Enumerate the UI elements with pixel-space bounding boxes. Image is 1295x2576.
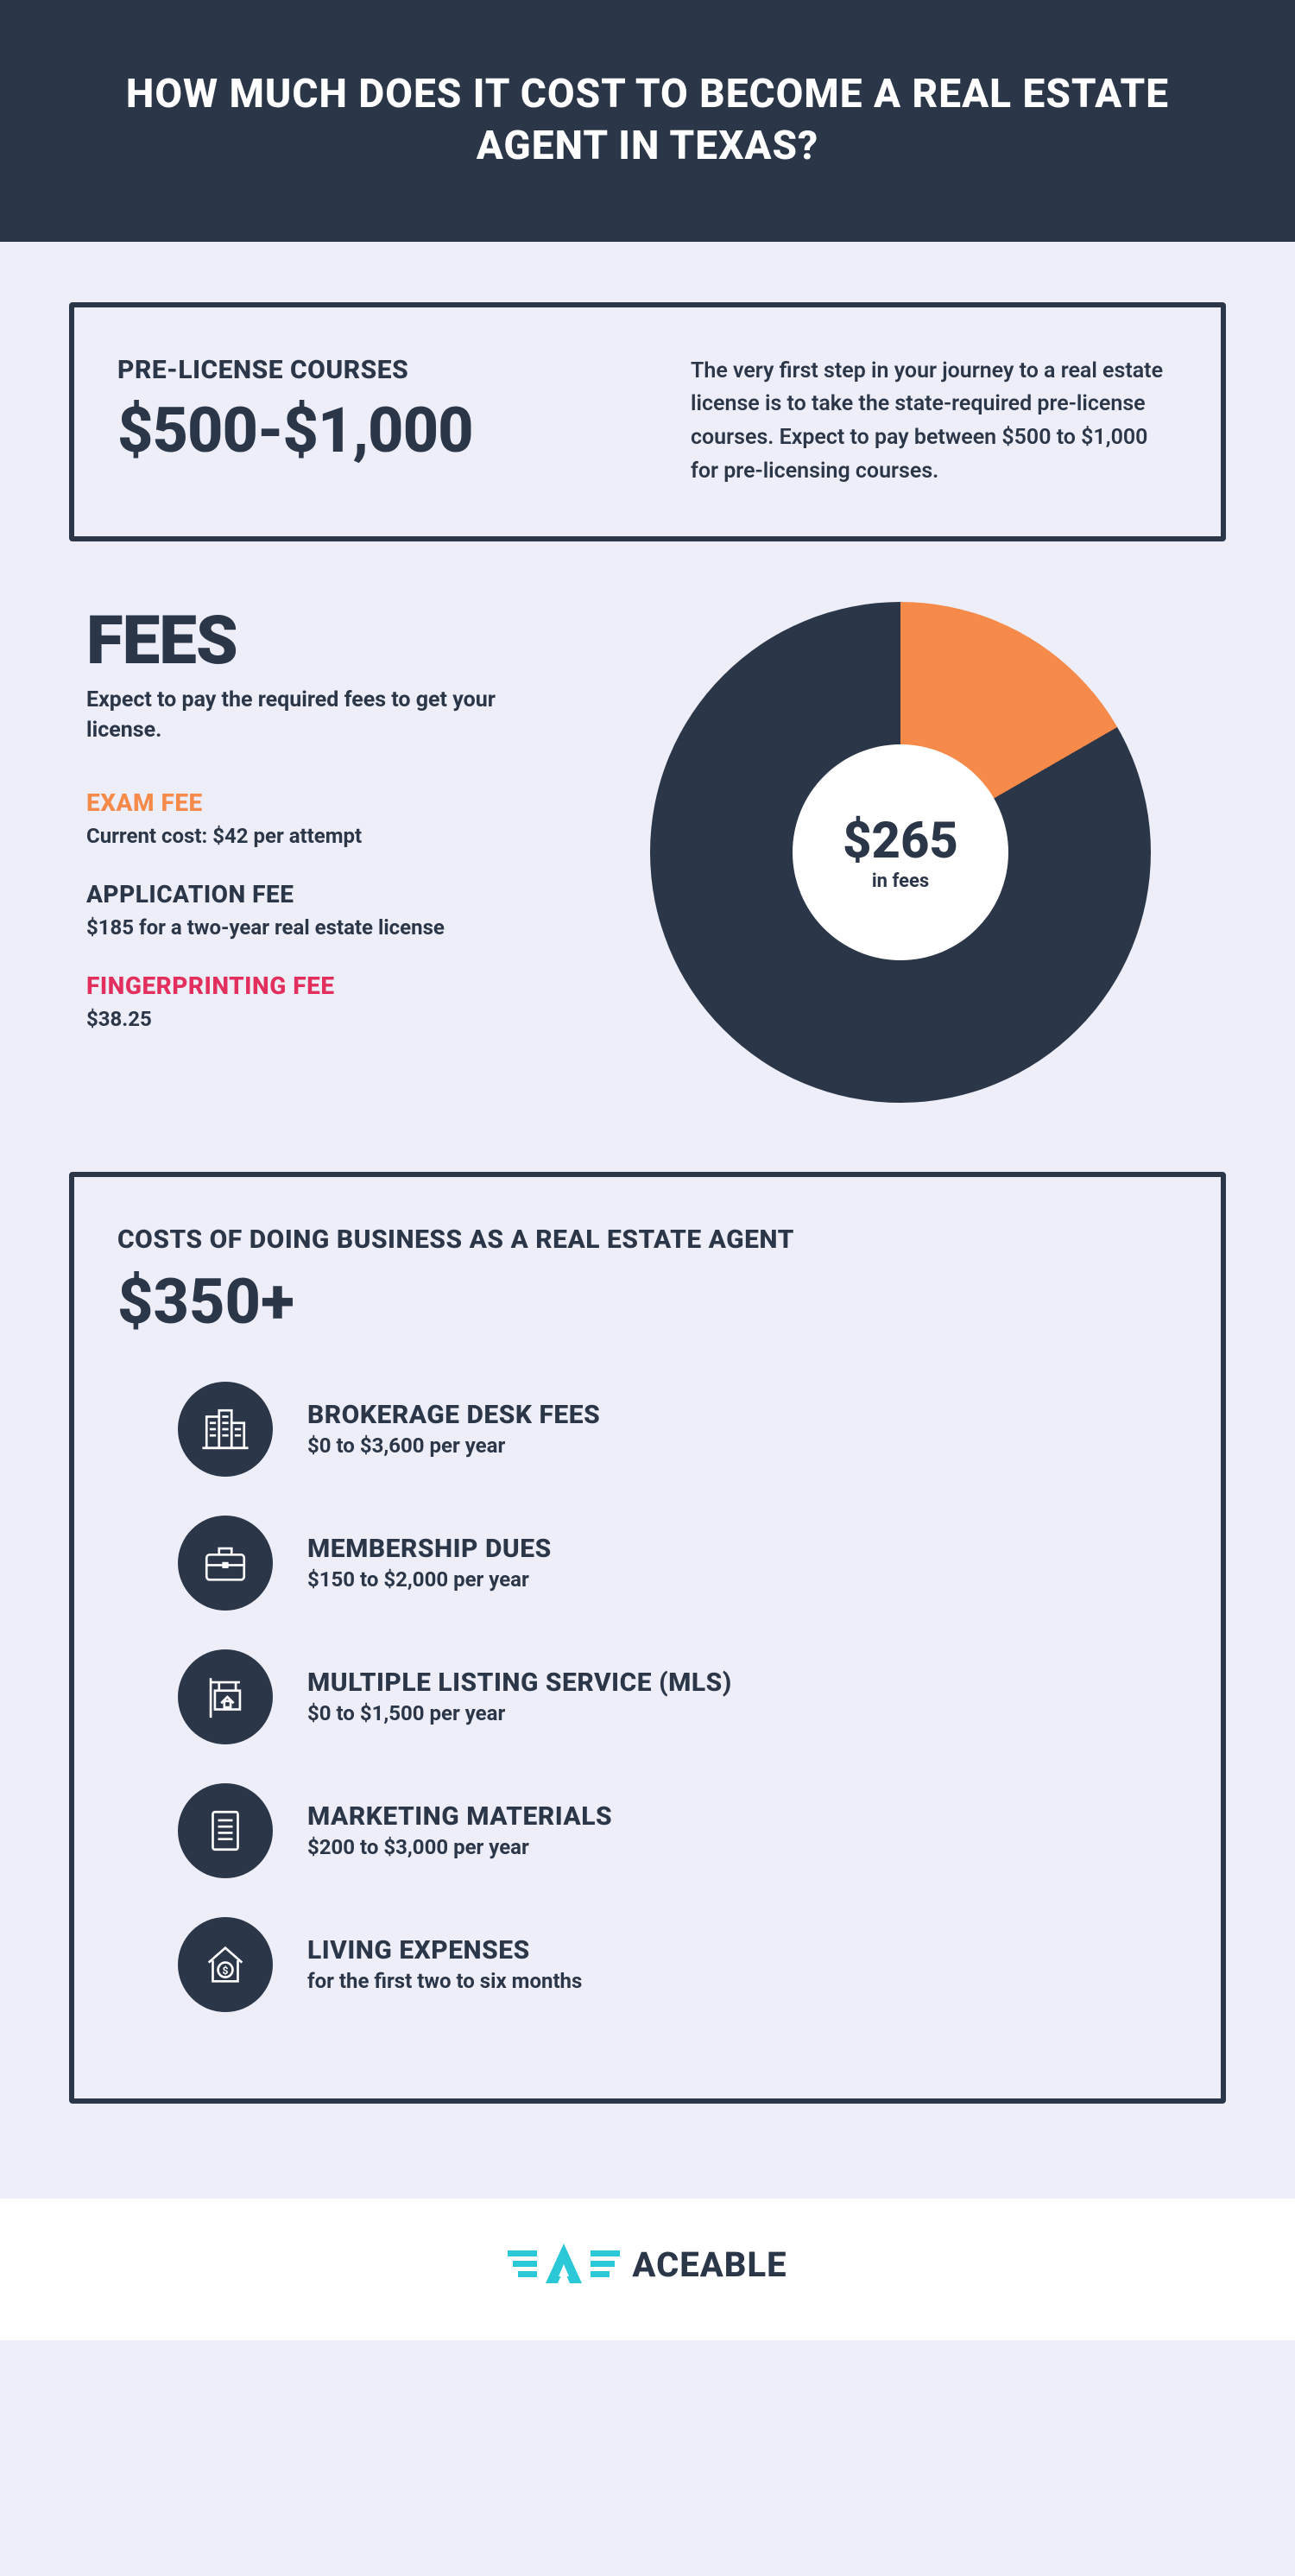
business-item-desc: $200 to $3,000 per year [307,1835,612,1859]
business-item: BROKERAGE DESK FEES $0 to $3,600 per year [178,1382,1178,1477]
business-item-desc: $0 to $3,600 per year [307,1434,600,1458]
footer: ACEABLE [0,2199,1295,2340]
prelicense-label: PRE-LICENSE COURSES [117,355,648,385]
brand-name: ACEABLE [632,2244,786,2285]
donut-amount: $265 [843,812,958,870]
fee-label: EXAM FEE [86,788,558,817]
page-title: HOW MUCH DOES IT COST TO BECOME A REAL E… [86,69,1209,173]
sign-icon [178,1649,273,1744]
content: PRE-LICENSE COURSES $500-$1,000 The very… [0,242,1295,2199]
svg-text:$: $ [223,1964,229,1976]
fee-item-fingerprint: FINGERPRINTING FEE $38.25 [86,972,558,1033]
donut-chart: $265 in fees [592,602,1209,1103]
building-icon [178,1382,273,1477]
business-item: MEMBERSHIP DUES $150 to $2,000 per year [178,1516,1178,1611]
fees-subtitle: Expect to pay the required fees to get y… [86,685,558,745]
house-dollar-icon: $ [178,1917,273,2012]
business-item-label: LIVING EXPENSES [307,1935,582,1965]
prelicense-amount: $500-$1,000 [117,394,648,467]
fee-desc: Current cost: $42 per attempt [86,822,558,850]
briefcase-icon [178,1516,273,1611]
business-item: MARKETING MATERIALS $200 to $3,000 per ye… [178,1783,1178,1878]
logo-icon [508,2242,620,2288]
fee-item-exam: EXAM FEE Current cost: $42 per attempt [86,788,558,850]
donut-center: $265 in fees [793,744,1008,960]
business-item: MULTIPLE LISTING SERVICE (MLS) $0 to $1,5… [178,1649,1178,1744]
business-item-desc: for the first two to six months [307,1969,582,1993]
fee-desc: $185 for a two-year real estate license [86,914,558,941]
fee-item-application: APPLICATION FEE $185 for a two-year real… [86,880,558,941]
business-item-label: MARKETING MATERIALS [307,1801,612,1832]
prelicense-box: PRE-LICENSE COURSES $500-$1,000 The very… [69,302,1226,541]
fee-desc: $38.25 [86,1005,558,1033]
business-label: COSTS OF DOING BUSINESS AS A REAL ESTATE… [117,1225,1178,1255]
business-item-label: MULTIPLE LISTING SERVICE (MLS) [307,1668,732,1698]
fee-label: FINGERPRINTING FEE [86,972,558,1000]
business-item-desc: $150 to $2,000 per year [307,1567,552,1592]
prelicense-desc: The very first step in your journey to a… [691,355,1178,489]
fees-section: FEES Expect to pay the required fees to … [69,602,1226,1103]
header: HOW MUCH DOES IT COST TO BECOME A REAL E… [0,0,1295,242]
business-amount: $350+ [117,1265,1178,1339]
business-item-label: MEMBERSHIP DUES [307,1534,552,1564]
business-item: $ LIVING EXPENSES for the first two to six… [178,1917,1178,2012]
fee-label: APPLICATION FEE [86,880,558,908]
document-icon [178,1783,273,1878]
business-box: COSTS OF DOING BUSINESS AS A REAL ESTATE… [69,1172,1226,2104]
fees-title: FEES [86,602,558,680]
business-list: BROKERAGE DESK FEES $0 to $3,600 per year… [117,1382,1178,2012]
business-item-label: BROKERAGE DESK FEES [307,1400,600,1430]
business-item-desc: $0 to $1,500 per year [307,1701,732,1725]
donut-label: in fees [872,870,929,892]
